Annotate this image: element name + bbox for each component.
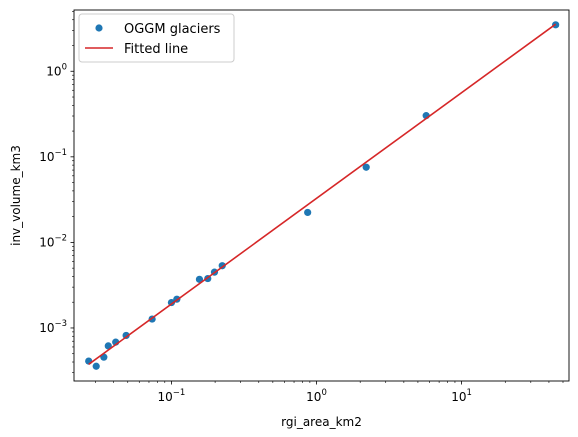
scatter-point <box>92 362 100 370</box>
y-axis-label: inv_volume_km3 <box>9 145 23 246</box>
scatter-point <box>122 331 130 340</box>
y-tick-label: 10−3 <box>39 319 67 335</box>
x-axis: 10−1 100 101 <box>95 381 564 404</box>
legend-marker-oggm-glaciers <box>95 24 103 32</box>
y-axis: 10−3 10−2 10−1 100 <box>39 11 74 374</box>
y-tick-label: 10−2 <box>39 233 67 249</box>
x-tick-label: 10−1 <box>158 388 186 404</box>
fitted-line <box>88 23 557 365</box>
plot-area <box>85 21 560 370</box>
y-tick-label: 100 <box>46 62 67 78</box>
y-tick-label: 10−1 <box>39 148 67 164</box>
x-tick-label: 100 <box>306 388 327 404</box>
scatter-point <box>104 342 112 350</box>
legend: OGGM glaciers Fitted line <box>78 13 235 63</box>
x-tick-label: 101 <box>451 388 472 404</box>
scatter-point <box>304 208 312 217</box>
legend-box <box>78 13 235 63</box>
legend-label-oggm-glaciers: OGGM glaciers <box>124 22 221 37</box>
scatter-point <box>362 163 370 171</box>
axes-frame <box>73 9 570 382</box>
legend-label-fitted-line: Fitted line <box>124 42 188 57</box>
scatter-point <box>195 275 204 283</box>
x-axis-label: rgi_area_km2 <box>281 415 362 429</box>
